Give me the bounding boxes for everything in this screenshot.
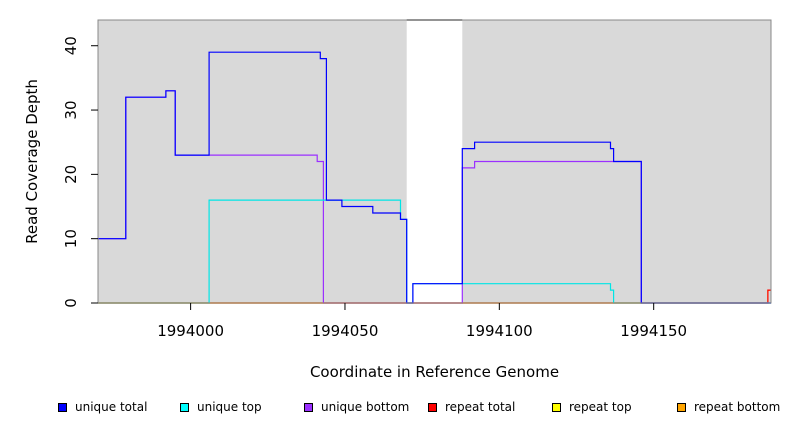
- legend-item: repeat bottom: [677, 400, 780, 414]
- y-tick-label: 30: [62, 100, 80, 119]
- legend-swatch: [428, 402, 437, 412]
- y-tick-label: 40: [62, 36, 80, 55]
- y-tick-label: 10: [62, 229, 80, 248]
- legend-item: repeat total: [428, 400, 515, 414]
- y-tick-label: 20: [62, 165, 80, 184]
- y-axis: 0 10 20 30 40: [62, 36, 98, 308]
- legend-label: unique top: [197, 400, 262, 414]
- x-tick-label: 1994100: [466, 322, 533, 340]
- legend-item: unique total: [58, 400, 147, 414]
- x-tick-label: 1994000: [157, 322, 224, 340]
- x-axis: 1994000 1994050 1994100 1994150: [157, 303, 687, 340]
- legend-label: repeat bottom: [694, 400, 781, 414]
- legend-label: repeat total: [445, 400, 516, 414]
- legend-swatch: [180, 402, 189, 412]
- series-line-unique-total: [98, 51, 771, 304]
- y-tick-label: 0: [62, 298, 80, 308]
- legend-swatch: [58, 402, 67, 412]
- legend-label: unique bottom: [321, 400, 410, 414]
- legend-label: repeat top: [569, 400, 632, 414]
- x-tick-label: 1994150: [620, 322, 687, 340]
- legend-swatch: [677, 402, 686, 412]
- legend-label: unique total: [75, 400, 148, 414]
- x-tick-label: 1994050: [312, 322, 379, 340]
- y-axis-title: Read Coverage Depth: [23, 79, 41, 244]
- x-axis-title: Coordinate in Reference Genome: [310, 363, 559, 381]
- legend-swatch: [552, 402, 561, 412]
- legend-item: repeat top: [552, 400, 632, 414]
- legend-item: unique bottom: [304, 400, 409, 414]
- gap-region: [406, 20, 463, 303]
- legend: unique total unique top unique bottom repea…: [0, 400, 792, 420]
- legend-swatch: [304, 402, 313, 412]
- legend-item: unique top: [180, 400, 262, 414]
